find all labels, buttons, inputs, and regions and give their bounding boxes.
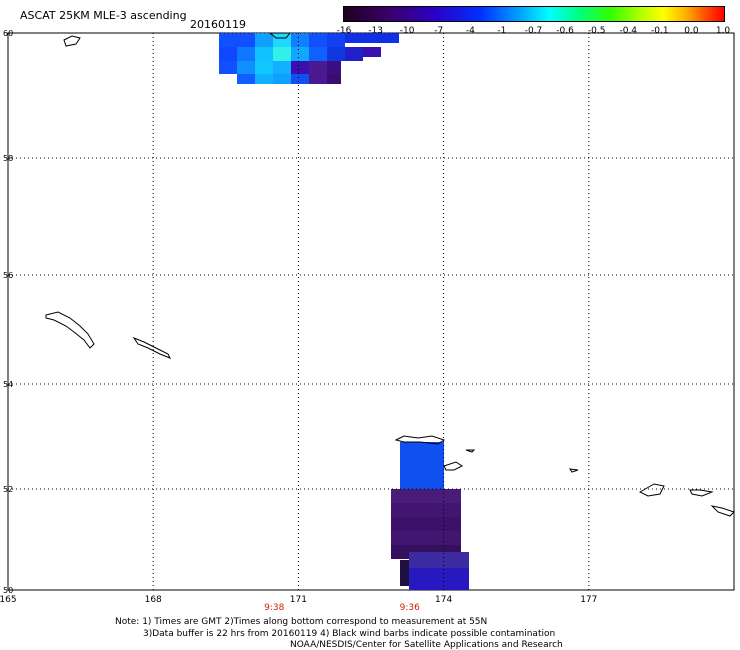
- data-cell: [345, 33, 399, 43]
- coastline: [568, 468, 579, 473]
- data-cell: [309, 47, 327, 61]
- note-line-3: NOAA/NESDIS/Center for Satellite Applica…: [290, 640, 563, 650]
- coastline: [465, 449, 476, 453]
- color-scale-label: -16: [336, 26, 352, 36]
- lon-tick-label: 165: [0, 595, 17, 605]
- color-scale-label: -0.6: [556, 26, 574, 36]
- data-cell: [363, 47, 381, 57]
- data-cell: [400, 442, 444, 489]
- coastline: [689, 489, 714, 497]
- map-date: 20160119: [190, 18, 246, 31]
- map-title: ASCAT 25KM MLE-3 ascending: [20, 9, 187, 22]
- data-cell: [237, 47, 255, 61]
- data-cell: [345, 47, 363, 61]
- coastline: [45, 311, 95, 349]
- data-cell: [400, 560, 409, 586]
- note-line-2: 3)Data buffer is 22 hrs from 20160119 4)…: [143, 629, 556, 639]
- note-line-1: Note: 1) Times are GMT 2)Times along bot…: [115, 617, 488, 627]
- coastline: [132, 336, 172, 359]
- lon-tick-label: 174: [435, 595, 452, 605]
- data-cell: [327, 61, 341, 74]
- data-cell: [309, 61, 327, 74]
- coastline: [394, 435, 446, 445]
- color-scale-label: -0.5: [587, 26, 606, 36]
- lat-tick-label: 54: [3, 380, 13, 389]
- data-cell: [291, 74, 309, 84]
- data-cell: [327, 47, 345, 61]
- data-cell: [237, 74, 255, 84]
- data-cell: [219, 61, 237, 74]
- color-scale-label: -10: [399, 26, 415, 36]
- data-cell: [291, 33, 309, 47]
- coastline: [63, 35, 81, 47]
- color-scale-label: 0.0: [684, 26, 699, 36]
- lon-tick-label: 168: [145, 595, 162, 605]
- data-cell: [309, 74, 327, 84]
- data-cell: [391, 503, 461, 517]
- color-scale-label: -0.1: [651, 26, 669, 36]
- data-cell: [327, 33, 345, 47]
- data-cell: [291, 61, 309, 74]
- color-scale-label: -4: [465, 26, 475, 36]
- data-cell: [273, 47, 291, 61]
- pass-time-label: 9:38: [264, 603, 284, 613]
- data-cell: [237, 61, 255, 74]
- data-cell: [273, 61, 291, 74]
- data-cell: [255, 74, 273, 84]
- data-cell: [219, 33, 255, 47]
- lat-tick-label: 60: [3, 29, 13, 38]
- map-frame: [7, 32, 735, 591]
- data-cell: [255, 61, 273, 74]
- data-cell: [255, 47, 273, 61]
- color-scale-label: 1.0: [715, 26, 731, 36]
- lat-tick-label: 58: [3, 154, 13, 163]
- data-cell: [273, 33, 291, 47]
- data-cell: [391, 517, 461, 531]
- coastline: [638, 483, 665, 497]
- data-cell: [327, 74, 341, 84]
- data-cell: [219, 47, 237, 61]
- lon-tick-label: 177: [580, 595, 597, 605]
- data-cell: [255, 33, 273, 47]
- color-scale-label: -0.4: [619, 26, 638, 36]
- data-cell: [273, 74, 291, 84]
- color-scale-label: -13: [368, 26, 383, 36]
- lon-tick-label: 171: [290, 595, 307, 605]
- pass-time-label: 9:36: [400, 603, 420, 613]
- data-cell: [291, 47, 309, 61]
- lat-tick-label: 50: [3, 586, 13, 595]
- lat-tick-label: 52: [3, 485, 13, 494]
- color-scale-label: -7: [434, 26, 444, 36]
- color-scale-bar: [343, 6, 725, 22]
- data-cell: [391, 531, 461, 545]
- data-cell: [309, 33, 327, 47]
- data-cell: [409, 552, 469, 568]
- coastline: [710, 505, 735, 517]
- data-cell: [409, 568, 469, 590]
- color-scale-label: -0.7: [524, 26, 543, 36]
- coastline: [268, 32, 292, 39]
- lat-tick-label: 56: [3, 271, 13, 280]
- coastline: [443, 461, 463, 471]
- data-cell: [391, 489, 461, 503]
- color-scale-label: -1: [497, 26, 507, 36]
